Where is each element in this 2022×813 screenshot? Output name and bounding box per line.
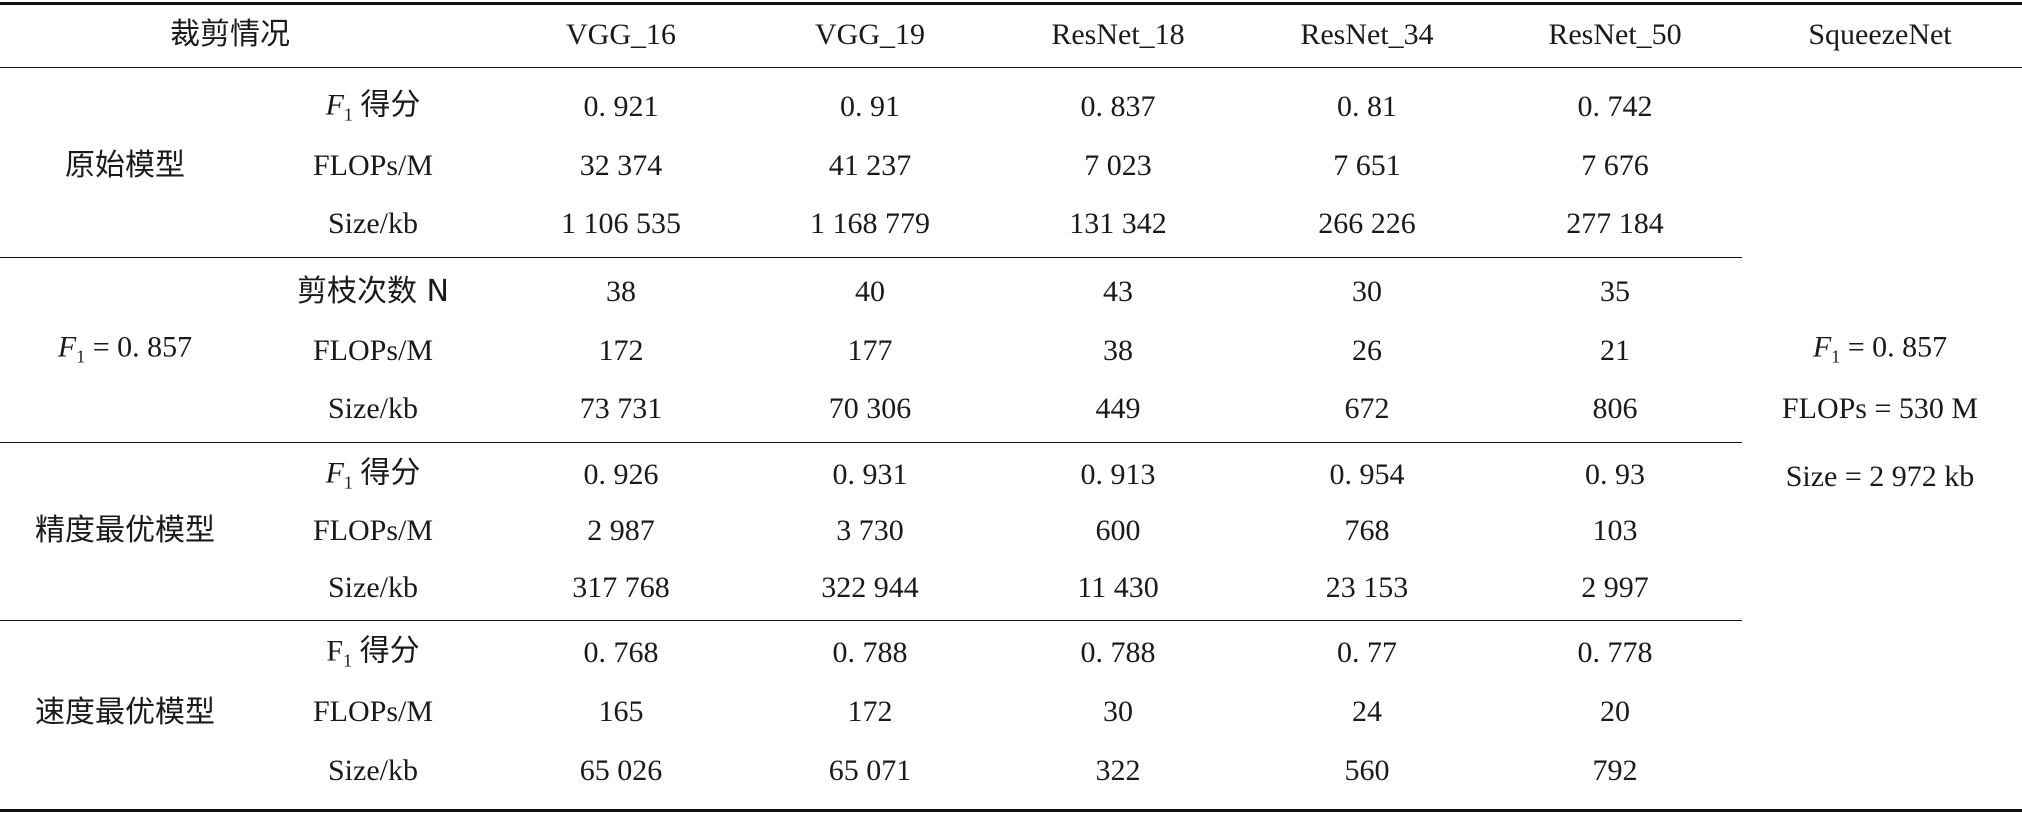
table-cell: 449: [1095, 392, 1141, 425]
table-cell: 672: [1344, 392, 1390, 425]
table-cell: 560: [1344, 754, 1390, 787]
table-cell: 0. 837: [1080, 90, 1156, 123]
table-cell: 317 768: [572, 571, 670, 604]
bottom-rule: [0, 809, 2022, 812]
table-cell: 1 168 779: [810, 207, 930, 240]
group-rule: [0, 257, 1742, 258]
table-cell: 20: [1600, 695, 1630, 728]
table-cell: 0. 788: [1080, 636, 1156, 669]
table-cell: 1 106 535: [561, 207, 681, 240]
table-cell: 322 944: [821, 571, 919, 604]
table-cell: 177: [847, 334, 893, 367]
table-cell: 0. 931: [832, 458, 908, 491]
column-header-model: SqueezeNet: [1808, 18, 1952, 51]
table-cell: 26: [1352, 334, 1382, 367]
table-cell: 266 226: [1318, 207, 1416, 240]
table-cell: 40: [855, 275, 885, 308]
table-cell: 43: [1103, 275, 1133, 308]
table-cell: 2 997: [1581, 571, 1649, 604]
metric-label: F1 得分: [325, 87, 421, 125]
metric-label: Size/kb: [328, 571, 418, 604]
metric-label: FLOPs/M: [312, 149, 434, 182]
metric-label: Size/kb: [328, 392, 418, 425]
table-cell: 38: [1103, 334, 1133, 367]
table-cell: 0. 742: [1577, 90, 1653, 123]
metric-label: FLOPs/M: [312, 695, 434, 728]
table-cell: 277 184: [1566, 207, 1664, 240]
table-cell: 0. 77: [1337, 636, 1397, 669]
table-cell: 30: [1103, 695, 1133, 728]
table-cell: 7 651: [1333, 149, 1401, 182]
metric-label: 剪枝次数 N: [297, 274, 449, 309]
table-cell: 165: [598, 695, 644, 728]
top-rule: [0, 2, 2022, 5]
table-cell: 0. 921: [583, 90, 659, 123]
table-cell: 0. 91: [840, 90, 900, 123]
table-cell: 32 374: [579, 149, 663, 182]
group-label: F1 = 0. 857: [57, 330, 193, 367]
column-header-model: ResNet_18: [1051, 18, 1185, 51]
table-cell: 322: [1095, 754, 1141, 787]
table-cell: 131 342: [1069, 207, 1167, 240]
table-cell: 0. 81: [1337, 90, 1397, 123]
table-cell: 806: [1592, 392, 1638, 425]
table-cell: 172: [847, 695, 893, 728]
table-cell: 3 730: [836, 514, 904, 547]
column-header-corner: 裁剪情况: [170, 17, 290, 52]
column-header-model: VGG_16: [566, 18, 676, 51]
metric-label: F1 得分: [325, 455, 421, 493]
metric-label: Size/kb: [328, 207, 418, 240]
table-cell: 70 306: [828, 392, 912, 425]
metric-label: FLOPs/M: [312, 514, 434, 547]
table-cell: 24: [1352, 695, 1382, 728]
table-cell: 768: [1344, 514, 1390, 547]
table-cell: 172: [598, 334, 644, 367]
table-cell: 41 237: [828, 149, 912, 182]
table-cell: 0. 778: [1577, 636, 1653, 669]
column-header-model: ResNet_50: [1548, 18, 1682, 51]
column-header-model: ResNet_34: [1300, 18, 1434, 51]
group-rule: [0, 442, 1742, 443]
table-cell: 23 153: [1325, 571, 1409, 604]
table-cell: 0. 926: [583, 458, 659, 491]
group-label: 速度最优模型: [35, 695, 215, 730]
squeezenet-flops: FLOPs = 530 M: [1781, 392, 1979, 425]
table-cell: 65 071: [828, 754, 912, 787]
table-cell: 65 026: [579, 754, 663, 787]
metric-label: Size/kb: [328, 754, 418, 787]
header-rule: [0, 67, 2022, 68]
squeezenet-size: Size = 2 972 kb: [1785, 460, 1975, 493]
group-label: 精度最优模型: [35, 513, 215, 548]
table-cell: 7 676: [1581, 149, 1649, 182]
column-header-model: VGG_19: [815, 18, 925, 51]
table-cell: 600: [1095, 514, 1141, 547]
table-cell: 38: [606, 275, 636, 308]
table-cell: 0. 768: [583, 636, 659, 669]
metric-label: FLOPs/M: [312, 334, 434, 367]
table-cell: 0. 788: [832, 636, 908, 669]
group-label: 原始模型: [65, 148, 185, 183]
group-rule: [0, 620, 1742, 621]
table-cell: 0. 954: [1329, 458, 1405, 491]
table-cell: 103: [1592, 514, 1638, 547]
table-cell: 0. 93: [1585, 458, 1645, 491]
squeezenet-f1: F1 = 0. 857: [1812, 330, 1948, 367]
table-cell: 0. 913: [1080, 458, 1156, 491]
table-cell: 73 731: [579, 392, 663, 425]
table-cell: 35: [1600, 275, 1630, 308]
table-cell: 30: [1352, 275, 1382, 308]
table-cell: 11 430: [1077, 571, 1159, 604]
table-cell: 7 023: [1084, 149, 1152, 182]
table-cell: 2 987: [587, 514, 655, 547]
table-cell: 792: [1592, 754, 1638, 787]
metric-label: F1 得分: [326, 633, 420, 671]
table-cell: 21: [1600, 334, 1630, 367]
